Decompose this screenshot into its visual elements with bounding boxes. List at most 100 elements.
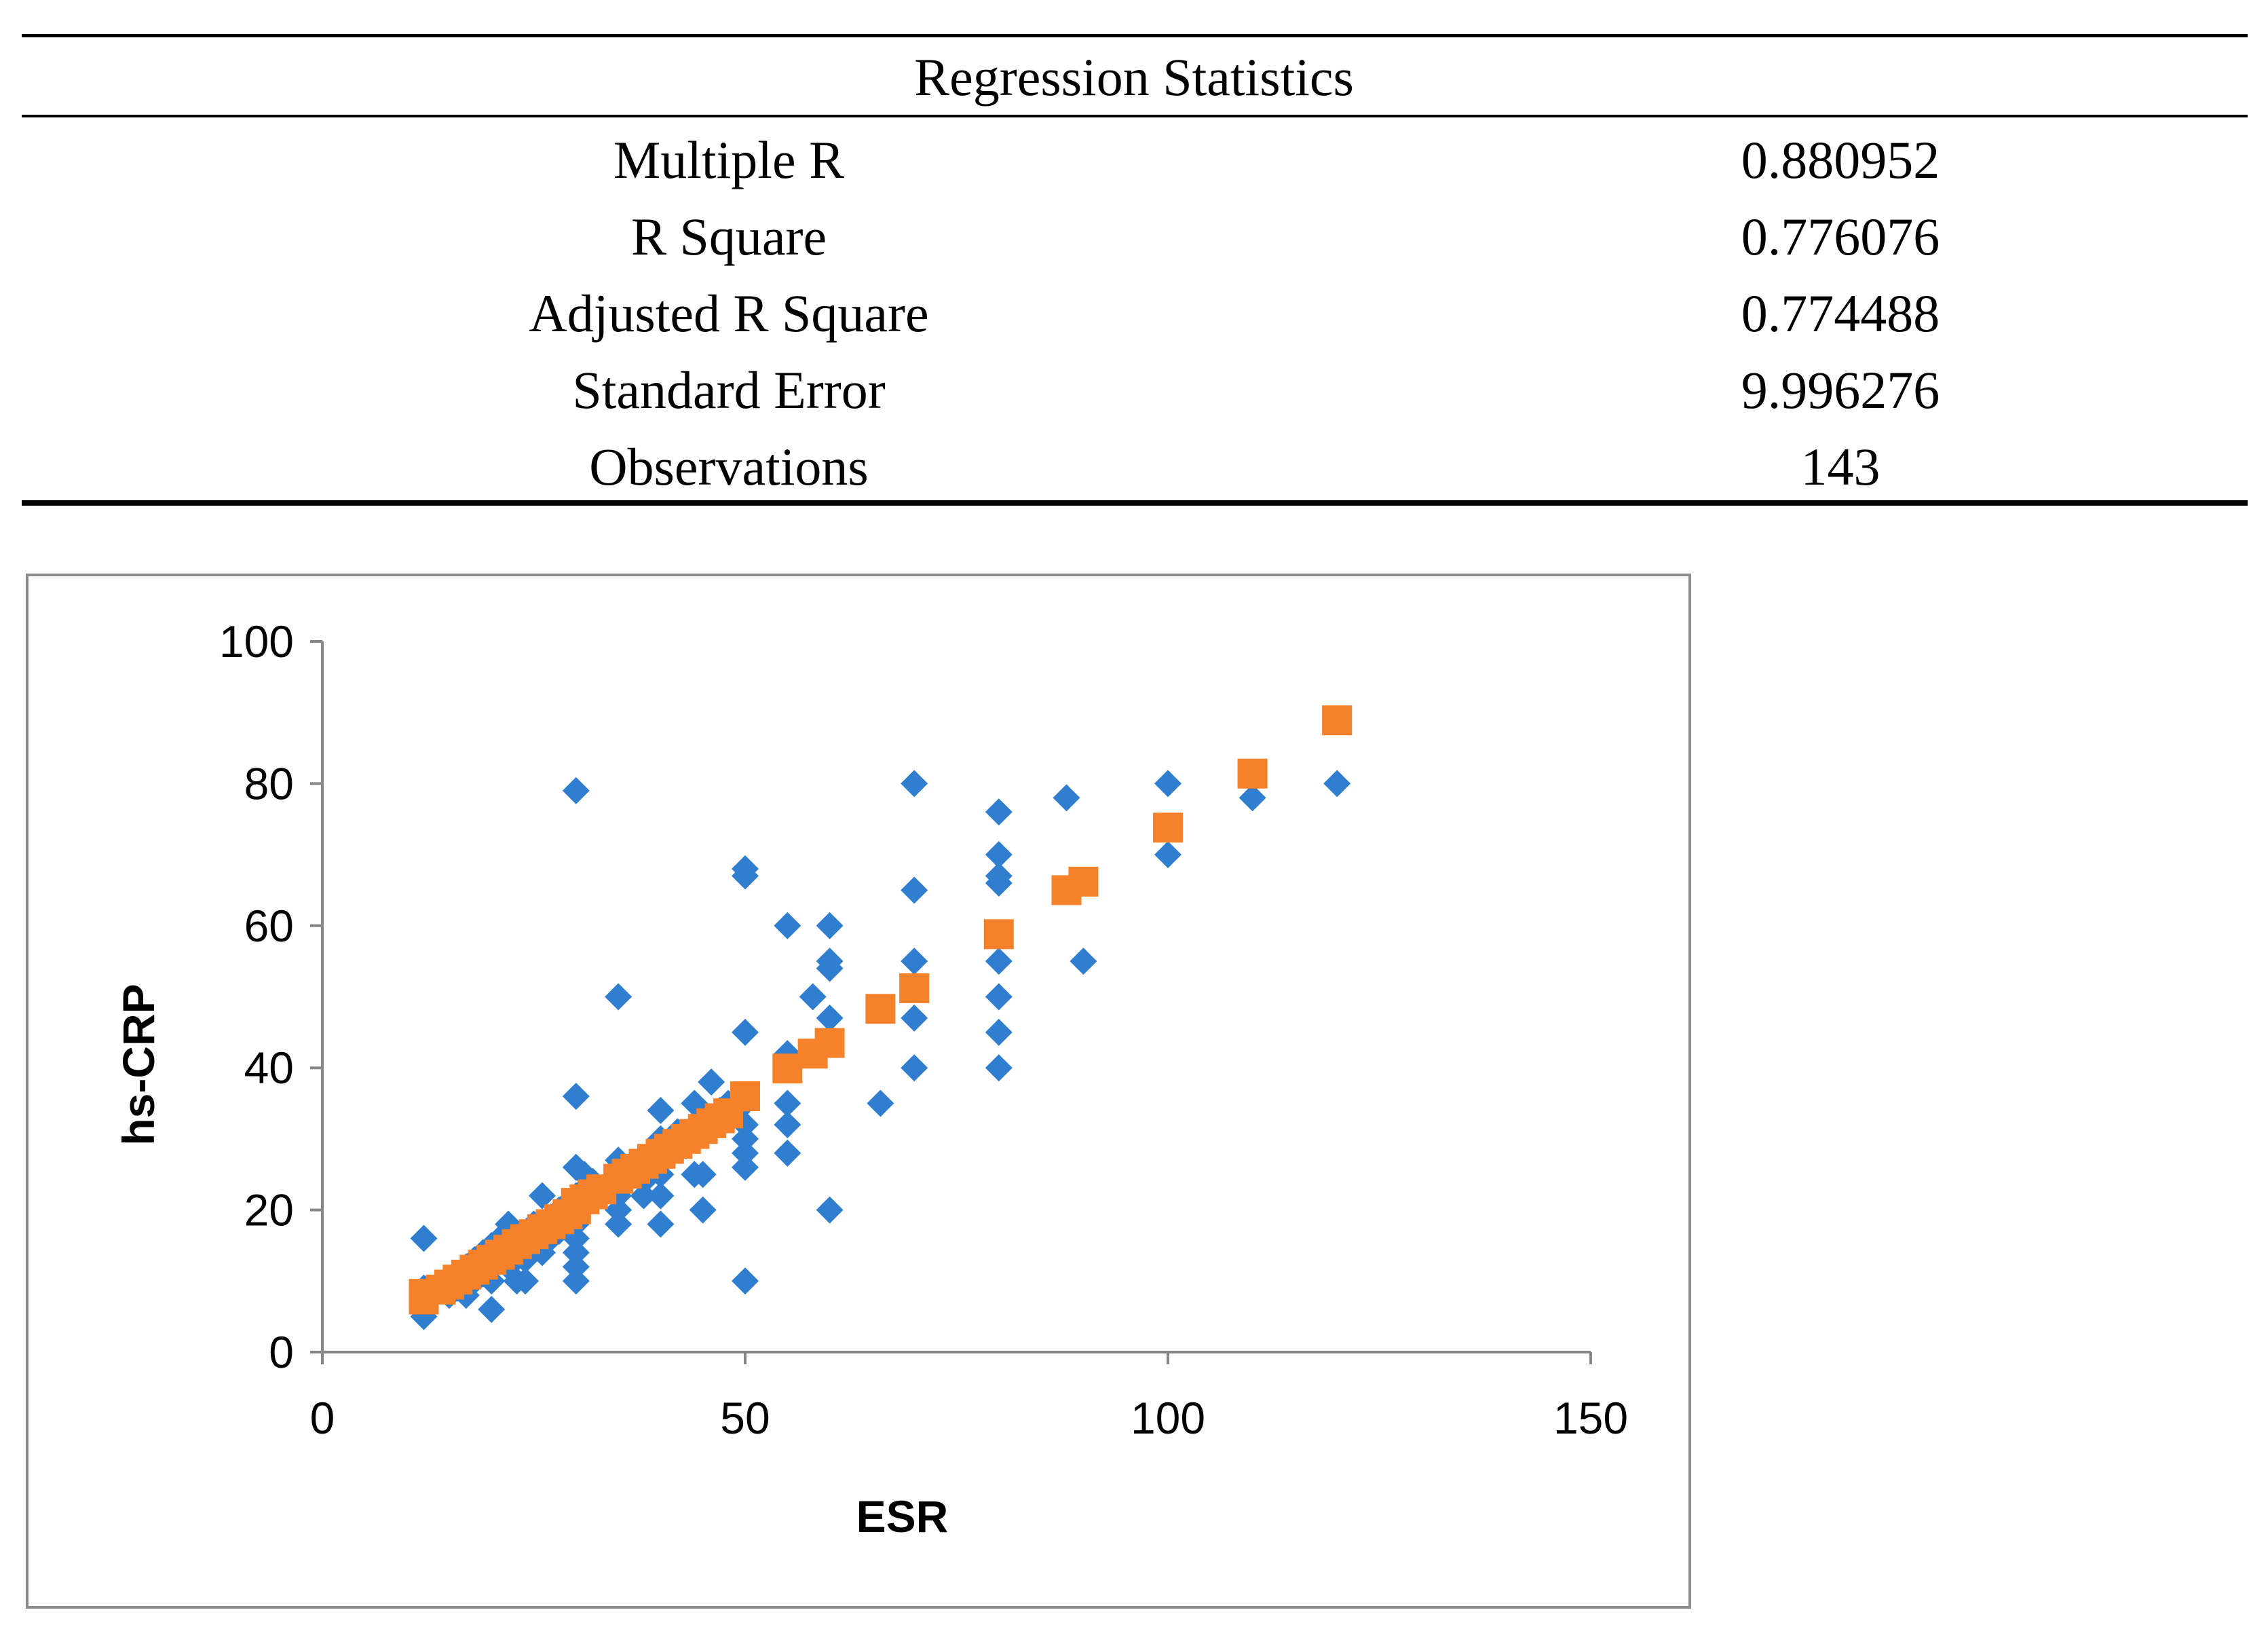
scatter-point xyxy=(605,983,632,1011)
axis-ticks: 0 50 100 150 0 20 40 60 80 100 xyxy=(219,616,1628,1443)
scatter-chart: 0 50 100 150 0 20 40 60 80 100 ESR hs-CRP xyxy=(113,616,1628,1541)
scatter-point xyxy=(562,1083,590,1110)
scatter-point xyxy=(774,1089,801,1117)
table-top-rule xyxy=(22,34,2248,37)
scatter-point xyxy=(799,983,827,1011)
scatter-point xyxy=(732,1125,759,1153)
series-0 xyxy=(410,770,1351,1330)
scatter-point xyxy=(562,1253,590,1281)
predicted-point xyxy=(1237,758,1268,789)
scatter-point xyxy=(647,1210,675,1238)
table-row: Standard Error 9.996276 xyxy=(0,352,2268,428)
scatter-point xyxy=(647,1182,675,1210)
scatter-point xyxy=(901,1004,928,1032)
scatter-point xyxy=(732,1110,759,1138)
scatter-point xyxy=(816,912,844,939)
series-1 xyxy=(409,705,1353,1315)
scatter-point xyxy=(1154,841,1182,869)
scatter-point xyxy=(985,798,1013,826)
scatter-point xyxy=(816,1004,844,1032)
scatter-point xyxy=(901,948,928,975)
x-tick-label: 0 xyxy=(310,1393,335,1443)
scatter-point xyxy=(867,1089,894,1117)
scatter-point xyxy=(985,983,1013,1011)
predicted-point xyxy=(1068,866,1099,897)
scatter-point xyxy=(985,948,1013,975)
scatter-point xyxy=(732,1139,759,1167)
y-axis-title: hs-CRP xyxy=(113,984,164,1145)
scatter-point xyxy=(410,1224,438,1252)
stat-value: 9.996276 xyxy=(1741,360,1940,419)
stat-value: 0.776076 xyxy=(1741,207,1940,266)
scatter-point xyxy=(605,1210,632,1238)
table-header-rule xyxy=(22,115,2248,117)
stat-label: Multiple R xyxy=(613,130,845,189)
scatter-point xyxy=(689,1196,717,1224)
x-tick-label: 100 xyxy=(1131,1393,1205,1443)
regression-statistics-table: Regression Statistics Multiple R 0.88095… xyxy=(0,0,2268,516)
predicted-point xyxy=(730,1081,760,1112)
predicted-point xyxy=(772,1053,803,1084)
y-tick-label: 40 xyxy=(244,1043,294,1093)
scatter-point xyxy=(495,1210,523,1238)
y-tick-label: 100 xyxy=(219,616,294,667)
scatter-point xyxy=(985,869,1013,897)
scatter-point xyxy=(1239,784,1266,812)
table-row: Observations 143 xyxy=(0,429,2268,505)
scatter-point xyxy=(681,1089,708,1117)
scatter-point xyxy=(816,1196,844,1224)
y-tick-label: 0 xyxy=(269,1327,294,1377)
x-axis-title: ESR xyxy=(856,1491,949,1541)
stat-label: Adjusted R Square xyxy=(529,284,929,343)
predicted-point xyxy=(865,994,896,1024)
table-bottom-rule xyxy=(22,500,2248,506)
scatter-point xyxy=(1154,770,1182,798)
predicted-point xyxy=(983,919,1014,950)
scatter-point xyxy=(901,876,928,904)
scatter-point xyxy=(732,1018,759,1046)
scatter-point xyxy=(478,1296,506,1324)
scatter-point xyxy=(1070,948,1097,975)
scatter-point xyxy=(1323,770,1351,798)
axes xyxy=(310,641,1591,1364)
table-title: Regression Statistics xyxy=(914,48,1354,107)
scatter-point xyxy=(901,1054,928,1082)
stat-value: 143 xyxy=(1800,437,1880,496)
predicted-point xyxy=(899,973,930,1003)
scatter-point xyxy=(512,1267,540,1295)
table-row: Adjusted R Square 0.774488 xyxy=(0,276,2268,352)
scatter-point xyxy=(901,770,928,798)
stat-value: 0.774488 xyxy=(1741,284,1940,343)
scatter-point xyxy=(562,1239,590,1267)
x-tick-label: 150 xyxy=(1553,1393,1628,1443)
scatter-point xyxy=(630,1182,658,1210)
data-points xyxy=(409,705,1353,1330)
scatter-point xyxy=(732,1153,759,1181)
scatter-point xyxy=(562,1267,590,1295)
predicted-point xyxy=(1322,705,1353,736)
scatter-point xyxy=(774,912,801,939)
scatter-point xyxy=(528,1239,556,1267)
stat-label: Standard Error xyxy=(572,360,886,419)
y-tick-label: 60 xyxy=(244,901,294,951)
scatter-point xyxy=(1053,784,1080,812)
scatter-point xyxy=(647,1097,675,1125)
scatter-point xyxy=(985,1018,1013,1046)
predicted-point xyxy=(1153,812,1183,843)
stat-value: 0.880952 xyxy=(1741,130,1940,189)
x-tick-label: 50 xyxy=(720,1393,770,1443)
table-row: Multiple R 0.880952 xyxy=(0,122,2268,198)
table-row: R Square 0.776076 xyxy=(0,199,2268,275)
y-tick-label: 80 xyxy=(244,758,294,808)
scatter-point xyxy=(816,954,844,982)
scatter-point xyxy=(774,1110,801,1138)
scatter-point xyxy=(985,1054,1013,1082)
scatter-point xyxy=(528,1182,556,1210)
predicted-point xyxy=(814,1028,845,1058)
scatter-point xyxy=(774,1139,801,1167)
stat-label: Observations xyxy=(589,437,869,496)
y-tick-label: 20 xyxy=(244,1185,294,1235)
chart-frame: 0 50 100 150 0 20 40 60 80 100 ESR hs-CRP xyxy=(26,574,1691,1609)
stat-label: R Square xyxy=(630,207,827,266)
scatter-point xyxy=(732,1267,759,1295)
